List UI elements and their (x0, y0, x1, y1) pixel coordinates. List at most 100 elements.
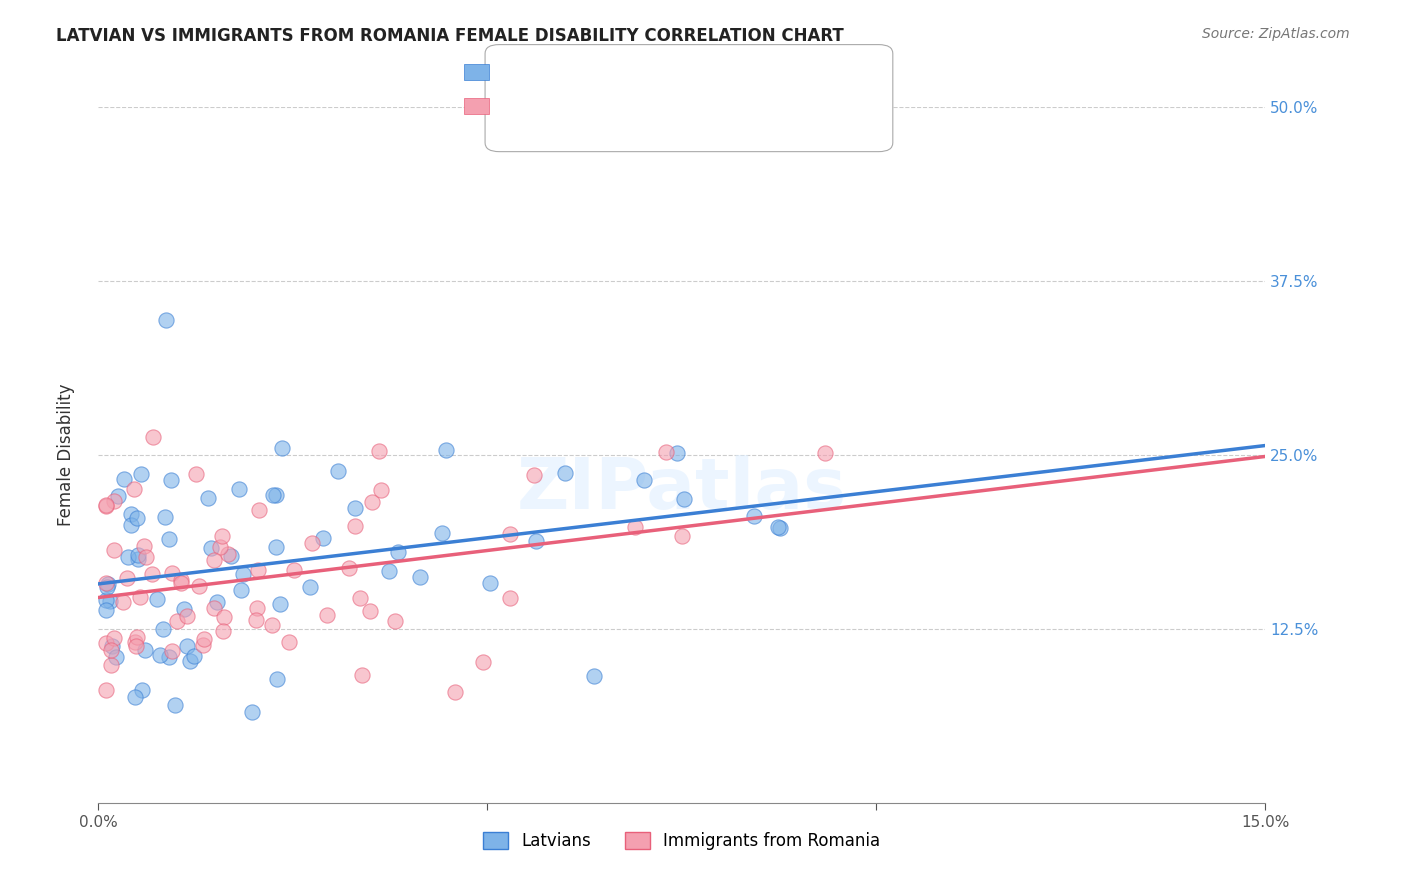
Latvians (98, 594, 121, 608)
Latvians (120, 517, 142, 532)
Latvians (205, 595, 228, 609)
Latvians (269, 597, 291, 611)
Immigrants from Romania (96, 499, 118, 513)
Latvians (266, 672, 288, 686)
Immigrants from Romania (370, 483, 392, 497)
Latvians (152, 622, 174, 636)
Latvians (554, 467, 576, 481)
Immigrants from Romania (115, 571, 138, 585)
Immigrants from Romania (193, 632, 215, 647)
Latvians (160, 473, 183, 487)
Latvians (409, 570, 432, 584)
Text: 0.533: 0.533 (553, 73, 600, 88)
Immigrants from Romania (111, 595, 134, 609)
Latvians (145, 592, 167, 607)
Immigrants from Romania (245, 613, 267, 627)
Text: N =: N = (619, 73, 652, 88)
Immigrants from Romania (122, 482, 145, 496)
Latvians (665, 446, 688, 460)
Immigrants from Romania (100, 658, 122, 673)
Latvians (127, 552, 149, 566)
Immigrants from Romania (160, 644, 183, 658)
Immigrants from Romania (132, 539, 155, 553)
Latvians (583, 669, 606, 683)
Latvians (105, 649, 128, 664)
Immigrants from Romania (499, 527, 522, 541)
Latvians (526, 534, 548, 549)
Text: R =: R = (513, 105, 547, 120)
Immigrants from Romania (124, 639, 146, 653)
Latvians (298, 580, 321, 594)
Immigrants from Romania (96, 499, 118, 513)
Latvians (173, 601, 195, 615)
Text: N =: N = (619, 105, 652, 120)
Immigrants from Romania (124, 634, 146, 648)
Latvians (131, 682, 153, 697)
Latvians (769, 520, 792, 534)
Latvians (197, 491, 219, 505)
Latvians (179, 655, 201, 669)
Immigrants from Romania (169, 576, 191, 591)
Immigrants from Romania (361, 494, 384, 508)
Latvians (157, 533, 180, 547)
Immigrants from Romania (359, 604, 381, 618)
Latvians (176, 639, 198, 653)
Immigrants from Romania (523, 468, 546, 483)
Immigrants from Romania (384, 615, 406, 629)
Immigrants from Romania (176, 608, 198, 623)
Text: 65: 65 (658, 73, 679, 88)
Latvians (96, 580, 118, 594)
Latvians (262, 488, 284, 502)
Latvians (377, 564, 399, 578)
Text: ZIPatlas: ZIPatlas (517, 455, 846, 524)
Latvians (96, 592, 118, 607)
Immigrants from Romania (247, 563, 270, 577)
Latvians (163, 698, 186, 712)
Latvians (112, 472, 135, 486)
Text: 0.217: 0.217 (553, 105, 600, 120)
Immigrants from Romania (671, 529, 693, 543)
Latvians (127, 549, 149, 563)
Immigrants from Romania (211, 528, 233, 542)
Immigrants from Romania (166, 614, 188, 628)
Immigrants from Romania (249, 503, 271, 517)
Immigrants from Romania (160, 566, 183, 581)
Latvians (271, 441, 294, 455)
Immigrants from Romania (367, 444, 389, 458)
Latvians (387, 545, 409, 559)
Latvians (124, 690, 146, 704)
Immigrants from Romania (129, 590, 152, 604)
Latvians (231, 583, 253, 598)
Immigrants from Romania (100, 643, 122, 657)
Latvians (129, 467, 152, 481)
Latvians (183, 649, 205, 664)
Immigrants from Romania (191, 638, 214, 652)
Latvians (157, 650, 180, 665)
Latvians (240, 706, 263, 720)
Immigrants from Romania (260, 617, 283, 632)
Immigrants from Romania (337, 561, 360, 575)
Immigrants from Romania (349, 591, 371, 606)
Text: LATVIAN VS IMMIGRANTS FROM ROMANIA FEMALE DISABILITY CORRELATION CHART: LATVIAN VS IMMIGRANTS FROM ROMANIA FEMAL… (56, 27, 844, 45)
Latvians (155, 313, 177, 327)
Immigrants from Romania (301, 536, 323, 550)
Immigrants from Romania (316, 608, 339, 623)
Immigrants from Romania (202, 601, 225, 615)
Immigrants from Romania (103, 631, 125, 645)
Immigrants from Romania (127, 630, 149, 644)
Latvians (311, 531, 333, 545)
Latvians (134, 642, 156, 657)
Latvians (478, 575, 501, 590)
Immigrants from Romania (202, 553, 225, 567)
Immigrants from Romania (212, 624, 235, 639)
Immigrants from Romania (208, 541, 231, 555)
Latvians (117, 550, 139, 565)
Latvians (100, 639, 122, 653)
Legend: Latvians, Immigrants from Romania: Latvians, Immigrants from Romania (477, 826, 887, 857)
Latvians (264, 540, 287, 554)
Latvians (107, 489, 129, 503)
Immigrants from Romania (217, 547, 239, 561)
Latvians (221, 549, 243, 563)
Immigrants from Romania (96, 575, 118, 590)
Latvians (672, 491, 695, 506)
